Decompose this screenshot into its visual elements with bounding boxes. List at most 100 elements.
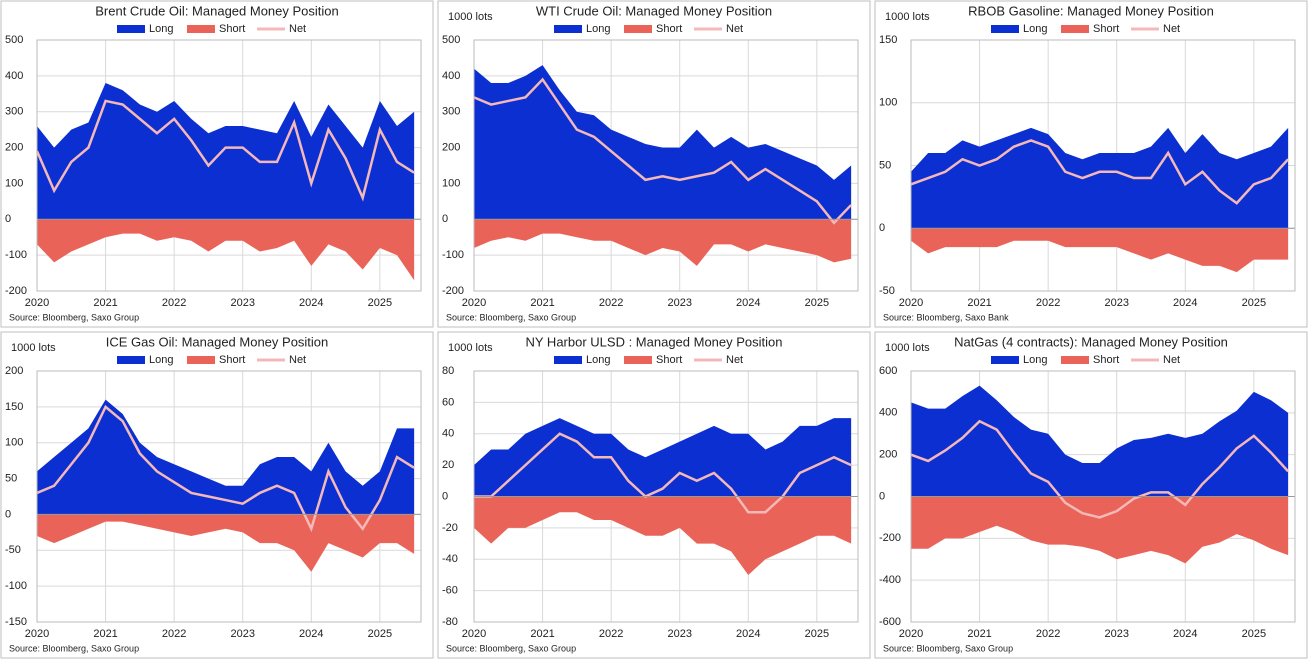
area	[37, 399, 415, 515]
area	[37, 83, 415, 220]
x-tick-label: 2025	[805, 628, 829, 640]
unit-label: 1000 lots	[448, 342, 493, 354]
legend-swatch	[1061, 25, 1089, 33]
net-line	[35, 99, 415, 202]
y-tick-label: 500	[5, 34, 23, 46]
x-tick-label: 2022	[162, 297, 186, 309]
y-tick-label: -400	[879, 574, 901, 586]
chart-title: NY Harbor ULSD : Managed Money Position	[526, 334, 783, 349]
y-tick-label: 200	[442, 141, 460, 153]
y-tick-label: 300	[442, 106, 460, 118]
x-tick-label: 2022	[162, 628, 186, 640]
source-note: Source: Bloomberg, Saxo Group	[446, 643, 576, 653]
legend-swatch	[554, 25, 582, 33]
legend-label: Short	[1093, 23, 1119, 35]
y-tick-label: 600	[879, 365, 897, 377]
legend-label: Net	[289, 23, 306, 35]
y-tick-label: -200	[879, 532, 901, 544]
area	[911, 228, 1289, 273]
y-tick-label: 0	[879, 222, 885, 234]
legend-label: Long	[586, 354, 610, 366]
x-tick-label: 2024	[1173, 628, 1197, 640]
legend-label: Net	[726, 23, 743, 35]
x-tick-label: 2021	[967, 628, 991, 640]
legend-label: Short	[1093, 354, 1119, 366]
y-tick-label: 0	[442, 213, 448, 225]
legend-label: Long	[586, 23, 610, 35]
plot-frame	[36, 370, 422, 623]
y-tick-label: -60	[442, 585, 458, 597]
y-tick-label: 500	[442, 34, 460, 46]
y-tick-label: 100	[442, 177, 460, 189]
legend-swatch	[991, 25, 1019, 33]
y-tick-label: -20	[442, 522, 458, 534]
y-tick-label: 0	[879, 490, 885, 502]
y-tick-label: 400	[5, 70, 23, 82]
y-tick-label: 150	[5, 401, 23, 413]
legend-swatch	[1061, 356, 1089, 364]
y-tick-label: -50	[5, 544, 21, 556]
y-tick-label: -40	[442, 553, 458, 565]
x-tick-label: 2025	[805, 297, 829, 309]
x-tick-label: 2021	[530, 297, 554, 309]
y-tick-label: 200	[5, 365, 23, 377]
x-tick-label: 2025	[1242, 297, 1266, 309]
unit-label: 1000 lots	[11, 342, 56, 354]
y-tick-label: -80	[442, 616, 458, 628]
legend-swatch	[554, 356, 582, 364]
legend-swatch	[624, 25, 652, 33]
y-tick-label: 0	[5, 508, 11, 520]
source-note: Source: Bloomberg, Saxo Group	[883, 643, 1013, 653]
y-tick-label: 200	[5, 141, 23, 153]
chart-panel: NatGas (4 contracts): Managed Money Posi…	[874, 331, 1308, 659]
legend-swatch	[624, 356, 652, 364]
chart-title: Brent Crude Oil: Managed Money Position	[95, 3, 339, 18]
legend-label: Short	[656, 354, 682, 366]
area	[911, 496, 1289, 564]
legend-label: Net	[1163, 354, 1180, 366]
x-tick-label: 2022	[1036, 297, 1060, 309]
area	[911, 385, 1289, 497]
y-tick-label: -200	[5, 285, 27, 297]
y-tick-label: 40	[442, 428, 454, 440]
area	[474, 496, 852, 575]
x-tick-label: 2025	[368, 628, 392, 640]
x-tick-label: 2023	[667, 628, 691, 640]
y-tick-label: 100	[5, 177, 23, 189]
legend-label: Net	[1163, 23, 1180, 35]
x-tick-label: 2021	[530, 628, 554, 640]
plot-frame	[36, 39, 422, 292]
y-tick-label: 0	[5, 213, 11, 225]
source-note: Source: Bloomberg, Saxo Group	[446, 312, 576, 322]
net-line	[474, 432, 852, 514]
y-tick-label: 60	[442, 396, 454, 408]
x-tick-label: 2025	[368, 297, 392, 309]
y-tick-label: 100	[879, 97, 897, 109]
legend-label: Net	[726, 354, 743, 366]
chart-panel: Brent Crude Oil: Managed Money Position L…	[0, 0, 434, 328]
chart-title: NatGas (4 contracts): Managed Money Posi…	[954, 334, 1228, 349]
legend-label: Long	[149, 23, 173, 35]
source-note: Source: Bloomberg, Saxo Bank	[883, 312, 1009, 322]
x-tick-label: 2020	[25, 628, 49, 640]
legend-label: Long	[149, 354, 173, 366]
unit-label: 1000 lots	[885, 11, 930, 23]
y-tick-label: 300	[5, 106, 23, 118]
x-tick-label: 2022	[599, 297, 623, 309]
unit-label: 1000 lots	[885, 342, 930, 354]
y-tick-label: 20	[442, 459, 454, 471]
legend-swatch	[187, 25, 215, 33]
x-tick-label: 2024	[736, 297, 760, 309]
legend-label: Long	[1023, 354, 1047, 366]
x-tick-label: 2020	[899, 297, 923, 309]
area	[474, 65, 852, 220]
x-tick-label: 2025	[1242, 628, 1266, 640]
y-tick-label: -600	[879, 616, 901, 628]
x-tick-label: 2023	[1104, 297, 1128, 309]
chart-panel: NY Harbor ULSD : Managed Money Position 1…	[437, 331, 871, 659]
y-tick-label: -100	[5, 580, 27, 592]
plot-frame	[473, 39, 859, 292]
y-tick-label: 150	[879, 34, 897, 46]
x-tick-label: 2023	[230, 628, 254, 640]
